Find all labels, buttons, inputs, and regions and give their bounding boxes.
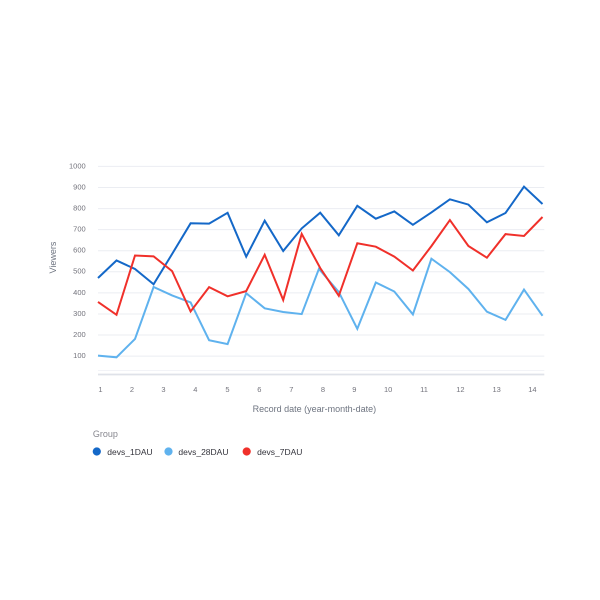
svg-text:900: 900: [73, 182, 86, 191]
svg-text:4: 4: [193, 385, 197, 394]
svg-text:Viewers: Viewers: [48, 241, 58, 273]
svg-text:600: 600: [73, 246, 86, 255]
svg-text:300: 300: [73, 309, 86, 318]
svg-text:800: 800: [73, 204, 86, 213]
svg-text:100: 100: [73, 351, 86, 360]
svg-text:devs_7DAU: devs_7DAU: [257, 447, 302, 457]
svg-text:12: 12: [456, 385, 464, 394]
svg-text:14: 14: [528, 385, 536, 394]
svg-text:3: 3: [161, 385, 165, 394]
svg-text:2: 2: [130, 385, 134, 394]
svg-text:500: 500: [73, 267, 86, 276]
svg-text:9: 9: [352, 385, 356, 394]
svg-text:13: 13: [493, 385, 501, 394]
svg-text:Group: Group: [93, 429, 118, 439]
svg-text:devs_1DAU: devs_1DAU: [107, 447, 152, 457]
svg-text:7: 7: [289, 385, 293, 394]
svg-text:200: 200: [73, 330, 86, 339]
svg-text:devs_28DAU: devs_28DAU: [178, 447, 228, 457]
svg-text:10: 10: [384, 385, 392, 394]
svg-text:700: 700: [73, 225, 86, 234]
svg-text:8: 8: [321, 385, 325, 394]
svg-text:11: 11: [420, 385, 428, 394]
svg-text:6: 6: [257, 385, 261, 394]
svg-text:Record date (year-month-date): Record date (year-month-date): [253, 404, 377, 414]
svg-text:1000: 1000: [69, 161, 86, 170]
svg-text:1: 1: [98, 385, 102, 394]
svg-text:5: 5: [225, 385, 229, 394]
svg-text:400: 400: [73, 288, 86, 297]
